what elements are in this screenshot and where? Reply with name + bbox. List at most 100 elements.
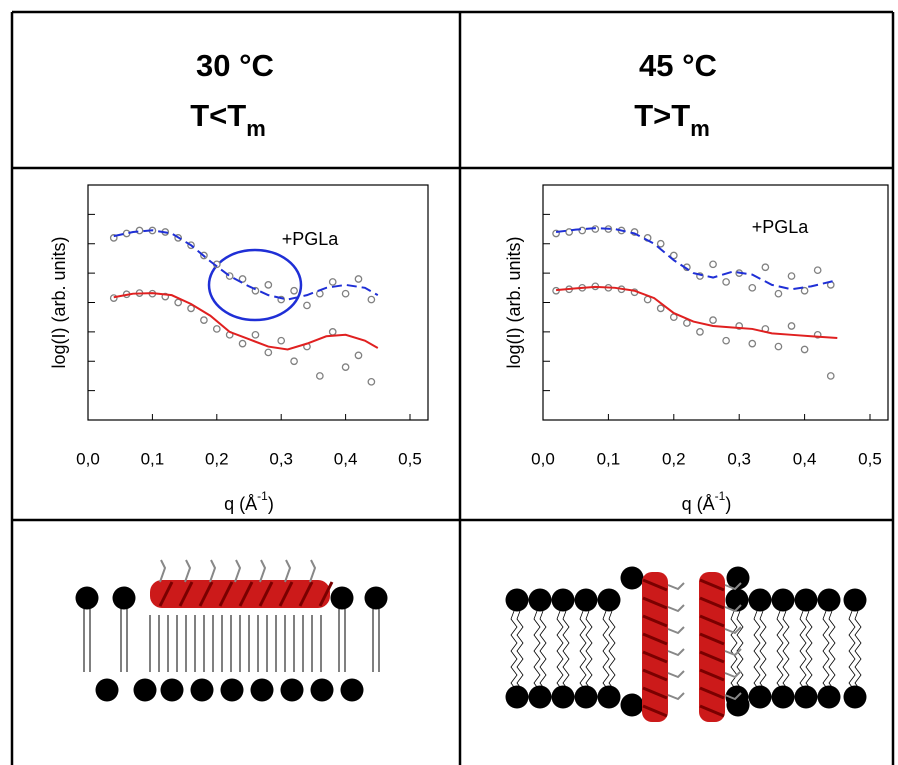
data-point	[761, 263, 770, 272]
x-label-main: q (Å	[682, 494, 715, 514]
lipid-tail	[539, 610, 547, 692]
data-point	[264, 281, 273, 289]
side-chain	[724, 648, 742, 657]
header-condition: T>Tm	[634, 98, 710, 141]
y-axis-label: log(I) (arb. units)	[49, 236, 69, 368]
lipid-tail	[516, 610, 524, 692]
lipid-tail	[510, 610, 518, 692]
side-chain	[184, 559, 192, 583]
data-point	[787, 322, 796, 330]
lipid-head	[843, 685, 867, 709]
data-point	[367, 377, 376, 386]
lipid-head	[190, 678, 214, 702]
data-point	[354, 351, 363, 360]
helix-turn	[642, 614, 668, 628]
y-axis-label: log(I) (arb. units)	[504, 236, 524, 368]
header-temperature: 30 °C	[196, 48, 274, 83]
side-chain	[159, 559, 167, 583]
lipid-tail	[736, 610, 744, 692]
lipid-tail	[822, 610, 830, 692]
helix-turn	[642, 596, 668, 610]
lipid-head	[817, 685, 841, 709]
x-tick-label: 0,3	[727, 449, 751, 468]
side-chain	[667, 626, 685, 635]
x-label-sup: -1	[715, 489, 726, 503]
lipid-tail	[753, 610, 761, 692]
helix-turn	[699, 596, 725, 610]
x-label-sup: -1	[257, 489, 268, 503]
helix-turn	[699, 686, 725, 700]
side-chain	[724, 582, 742, 591]
lipid-head	[726, 566, 750, 590]
lipid-tail	[608, 610, 616, 692]
x-tick-label: 0,1	[597, 449, 621, 468]
side-chain	[209, 559, 217, 583]
data-point	[328, 278, 337, 286]
condition-sub: m	[246, 116, 266, 141]
side-chain	[234, 559, 242, 583]
condition-sub: m	[690, 116, 710, 141]
data-point	[277, 336, 286, 345]
data-point	[722, 336, 730, 345]
helix	[699, 572, 725, 722]
lipid-head	[340, 678, 364, 702]
lipid-head	[528, 588, 552, 612]
side-chain	[309, 559, 317, 583]
x-tick-label: 0,2	[205, 449, 229, 468]
lipid-head	[280, 678, 304, 702]
lipid-head	[843, 588, 867, 612]
helix-turn	[699, 614, 725, 628]
lipid-head	[771, 685, 795, 709]
side-chain	[724, 604, 742, 613]
lipid-tail	[579, 610, 587, 692]
plot-frame	[542, 184, 889, 421]
side-chain	[284, 559, 292, 583]
lipid-head	[364, 586, 388, 610]
lipid-tail	[782, 610, 790, 692]
side-chain	[667, 582, 685, 591]
annotation: +PGLa	[752, 217, 810, 237]
data-point	[683, 319, 691, 327]
side-chain	[667, 692, 685, 701]
lipid-tail	[730, 610, 738, 692]
helix-turn	[699, 578, 725, 592]
lipid-tail	[854, 610, 862, 692]
data-point	[800, 345, 809, 354]
lipid-tail	[602, 610, 610, 692]
lipid-head	[160, 678, 184, 702]
data-point	[238, 339, 247, 348]
lipid-tail	[805, 610, 813, 692]
annotation: +PGLa	[282, 229, 340, 249]
lipid-head	[771, 588, 795, 612]
data-point	[303, 301, 311, 310]
lipid-head	[620, 566, 644, 590]
data-point	[238, 275, 247, 283]
lipid-head	[551, 685, 575, 709]
x-tick-label: 0,1	[141, 449, 165, 468]
lipid-head	[310, 678, 334, 702]
x-tick-label: 0,4	[334, 449, 358, 468]
helix-turn	[642, 578, 668, 592]
helix-turn	[642, 704, 668, 718]
lipid-head	[330, 586, 354, 610]
data-point	[354, 275, 363, 283]
data-point	[367, 295, 376, 304]
helix	[642, 572, 668, 722]
lipid-tail	[556, 610, 564, 692]
x-tick-label: 0,0	[76, 449, 100, 468]
fit-line	[113, 229, 379, 301]
lipid-head	[75, 586, 99, 610]
lipid-head	[220, 678, 244, 702]
helix-turn	[642, 632, 668, 646]
lipid-head	[95, 678, 119, 702]
side-chain	[724, 692, 742, 701]
lipid-tail	[562, 610, 570, 692]
data-point	[709, 260, 717, 269]
helix-turn	[699, 668, 725, 682]
lipid-head	[528, 685, 552, 709]
helix-turn	[278, 581, 294, 607]
data-point	[813, 266, 822, 275]
x-label-end: )	[268, 494, 274, 514]
data-point	[212, 325, 221, 333]
side-chain	[724, 626, 742, 635]
